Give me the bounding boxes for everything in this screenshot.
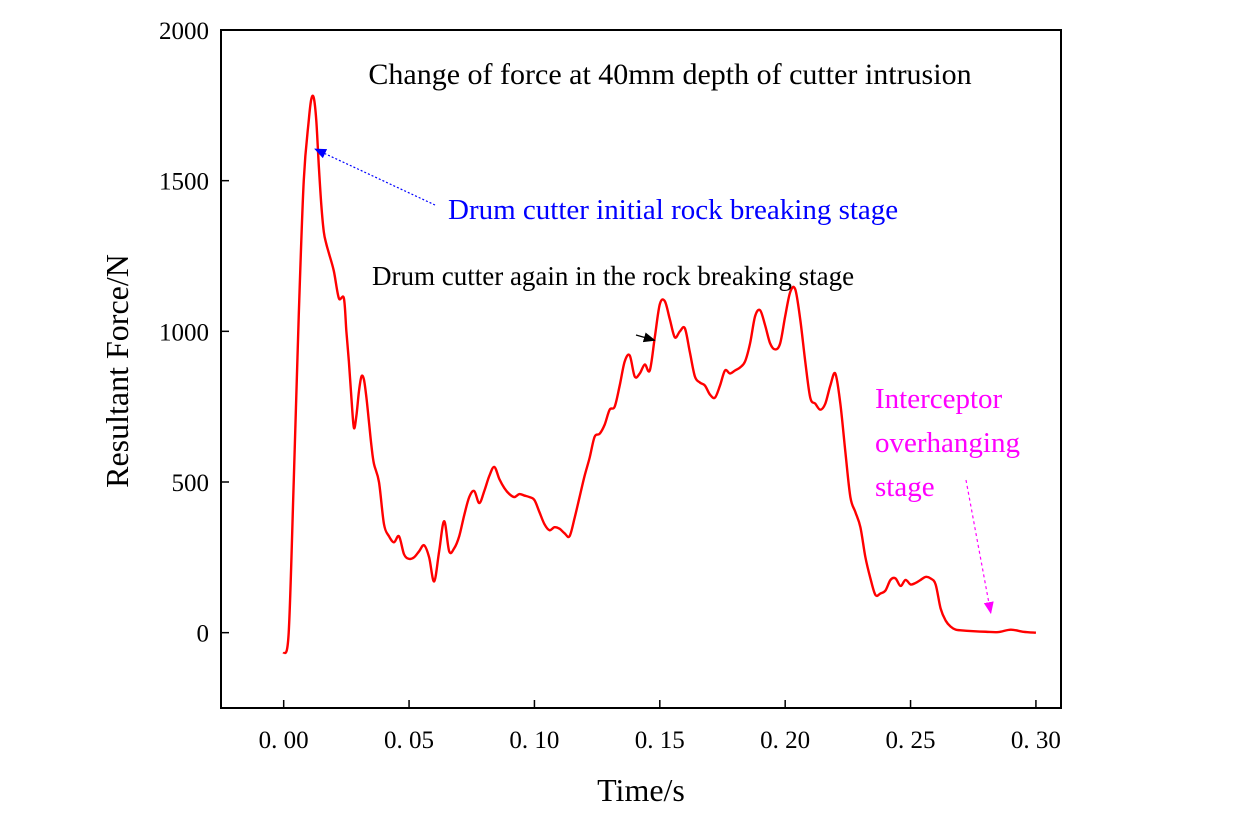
y-tick-label: 2000: [159, 18, 209, 45]
x-tick-label: 0. 15: [635, 727, 685, 754]
annotation-arrow-interceptor: [965, 479, 994, 615]
y-axis: 0 500 1000 1500 2000: [159, 18, 229, 648]
chart-title: Change of force at 40mm depth of cutter …: [368, 58, 971, 91]
annotation-again-stage: Drum cutter again in the rock breaking s…: [372, 261, 854, 291]
plot-frame: [220, 29, 1062, 709]
annotation-arrow-initial-stage: [314, 148, 436, 206]
x-tick-label: 0. 30: [1011, 727, 1061, 754]
annotation-initial-stage: Drum cutter initial rock breaking stage: [448, 194, 898, 226]
x-tick-label: 0. 25: [886, 727, 936, 754]
annotation-interceptor-line-1: Interceptor: [875, 383, 1003, 415]
y-tick-label: 1000: [159, 319, 209, 346]
y-axis-label: Resultant Force/N: [99, 254, 135, 488]
annotation-arrow-again-stage: [635, 332, 656, 343]
x-tick-label: 0. 20: [760, 727, 810, 754]
y-tick-label: 0: [197, 621, 210, 648]
annotation-interceptor-line-3: stage: [875, 471, 935, 503]
series-line: [282, 94, 1037, 655]
x-tick-label: 0. 00: [259, 727, 309, 754]
y-tick-label: 1500: [159, 169, 209, 196]
x-tick-label: 0. 10: [509, 727, 559, 754]
y-tick-label: 500: [172, 470, 210, 497]
x-tick-label: 0. 05: [384, 727, 434, 754]
x-axis: 0. 00 0. 05 0. 10 0. 15 0. 20 0. 25 0. 30: [259, 700, 1061, 754]
annotation-interceptor-line-2: overhanging: [875, 427, 1020, 459]
series-layer: [282, 94, 1037, 655]
x-axis-label: Time/s: [597, 772, 685, 808]
